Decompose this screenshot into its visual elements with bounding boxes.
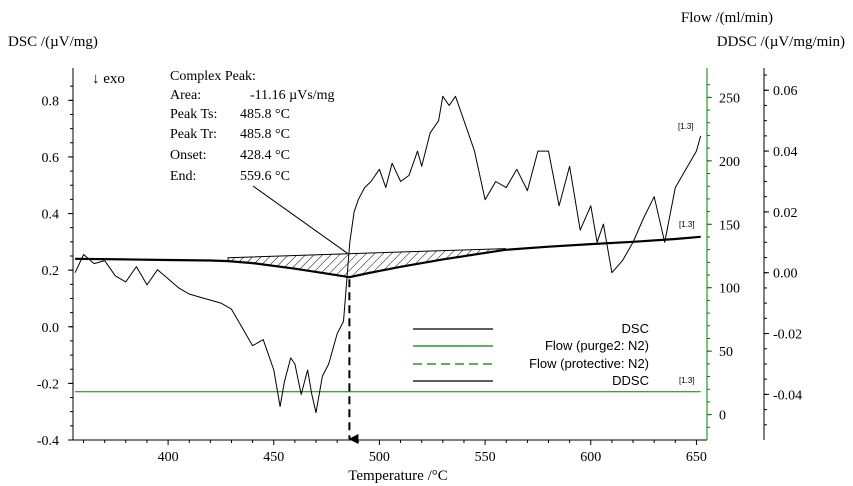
ddsc-tick-label: 0.02 [773,206,798,221]
ddsc-tick-label: 0.00 [773,267,798,282]
annotation-onset-label: Onset: [170,148,207,163]
series-group [74,95,702,414]
dsc-axis-title: DSC /(µV/mg) [8,34,98,50]
flow-tick-label: 250 [719,91,740,106]
peak-annotation: Complex Peak: Area: -11.16 µVs/mg Peak T… [170,69,348,254]
annotation-area-value: -11.16 µVs/mg [250,88,335,103]
x-tick-label: 650 [686,450,707,465]
flow-tick-label: 100 [719,282,740,297]
axes-group: 400 450 500 550 600 650-0.4-0.20.00.20.40.60.… [37,68,802,465]
legend: DSC Flow (purge2: N2) Flow (protective: … [413,321,649,388]
flow-tick-label: 0 [719,409,726,424]
flow-tick-label: 150 [719,218,740,233]
segment-marker-ddsc: [1.3] [678,122,694,131]
annotation-peak-ts-label: Peak Ts: [170,107,217,122]
dsc-tick-label: 0.8 [42,94,60,109]
ddsc-tick-label: 0.06 [773,84,798,99]
annotation-area-label: Area: [170,88,201,103]
annotation-onset-value: 428.4 °C [240,148,290,163]
ddsc-tick-label: 0.04 [773,145,798,160]
x-tick-label: 450 [263,450,284,465]
flow-tick-label: 200 [719,155,740,170]
annotation-peak-ts-value: 485.8 °C [240,107,290,122]
series-dsc-line [75,235,701,279]
x-tick-label: 600 [580,450,601,465]
dsc-tick-label: 0.4 [42,208,60,223]
dsc-tick-label: -0.2 [37,377,59,392]
flow-tick-label: 50 [719,345,733,360]
legend-flow-protective-label: Flow (protective: N2) [529,356,649,371]
legend-ddsc-label: DDSC [612,373,649,388]
series-ddsc-line [74,95,702,414]
x-tick-label: 400 [158,450,179,465]
x-tick-label: 550 [475,450,496,465]
annotation-title: Complex Peak: [170,69,256,84]
segment-marker-flow: [1.3] [679,376,695,385]
segment-marker-dsc: [1.3] [679,220,695,229]
annotation-peak-tr-value: 485.8 °C [240,127,290,142]
ddsc-tick-label: -0.04 [773,388,802,403]
legend-dsc-label: DSC [622,321,649,336]
x-tick-label: 500 [369,450,390,465]
ddsc-axis-title: DDSC /(µV/mg/min) [717,34,845,50]
exo-indicator: ↓ exo [92,71,125,87]
annotation-end-label: End: [170,169,196,184]
dsc-tick-label: 0.2 [42,264,60,279]
annotation-end-value: 559.6 °C [240,169,290,184]
legend-flow-purge-label: Flow (purge2: N2) [545,338,649,353]
dsc-tick-label: -0.4 [37,434,59,449]
dsc-tick-label: 0.0 [42,321,60,336]
flow-axis-title: Flow /(ml/min) [681,10,773,26]
x-axis-title: Temperature /°C [348,468,448,484]
ddsc-tick-label: -0.02 [773,328,802,343]
dsc-tick-label: 0.6 [42,151,60,166]
annotation-peak-tr-label: Peak Tr: [170,127,217,142]
annotation-callout-line [252,185,348,254]
